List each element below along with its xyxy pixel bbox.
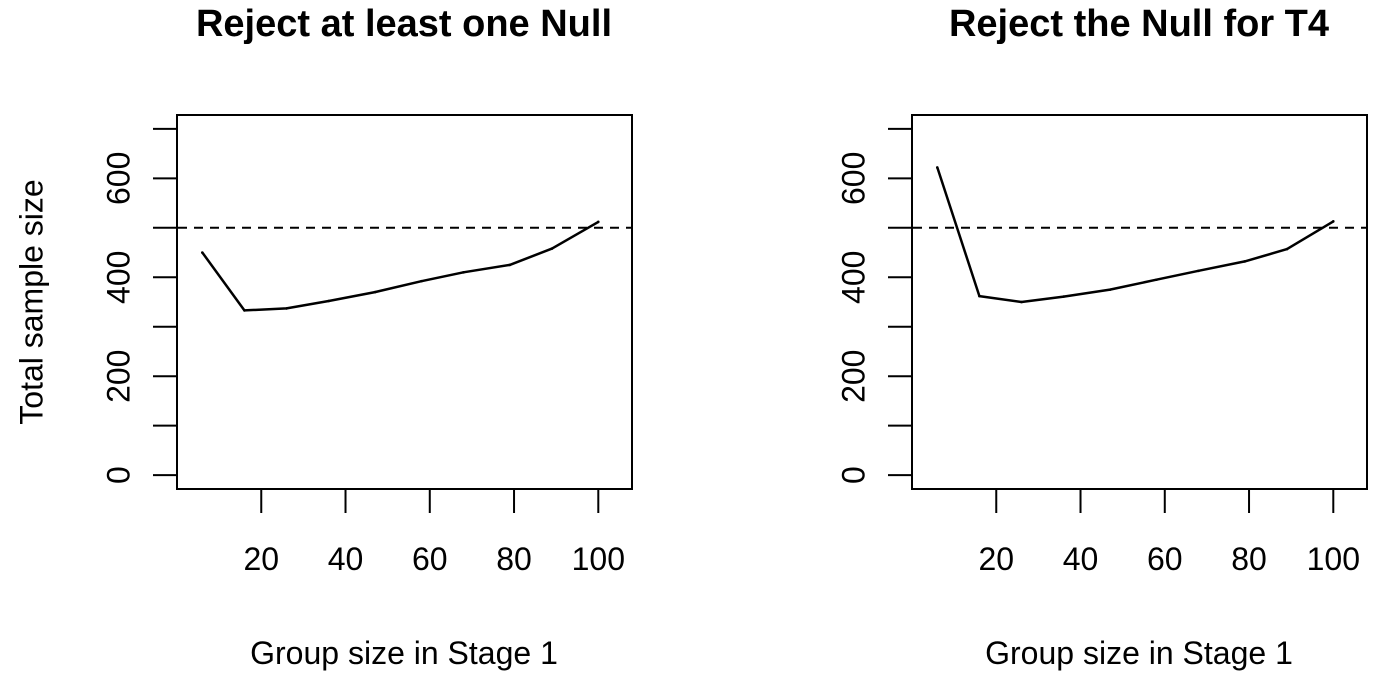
data-point [1197, 269, 1200, 273]
x-tick-label: 60 [1147, 541, 1183, 577]
data-point [462, 271, 465, 274]
data-point [1020, 300, 1023, 304]
x-tick-label: 20 [243, 541, 279, 577]
x-axis-label: Group size in Stage 1 [985, 635, 1293, 671]
y-tick-label: 400 [100, 251, 136, 304]
y-tick-label: 400 [835, 251, 871, 304]
y-tick-label: 600 [100, 152, 136, 205]
y-tick-label: 0 [100, 466, 136, 484]
y-axis-label: Total sample size [13, 179, 49, 424]
series-line [201, 220, 599, 312]
data-point [420, 279, 423, 283]
data-point [327, 299, 330, 303]
y-tick-label: 600 [835, 152, 871, 205]
plot-frame [911, 114, 1368, 490]
y-tick-label: 200 [100, 350, 136, 403]
y-tick-label: 200 [835, 350, 871, 403]
data-point [1331, 220, 1335, 223]
x-axis-label: Group size in Stage 1 [250, 635, 558, 671]
y-tick-label: 0 [835, 466, 871, 484]
x-tick-label: 20 [978, 541, 1014, 577]
data-point [935, 166, 939, 169]
chart-title: Reject the Null for T4 [949, 3, 1329, 45]
plot-frame [176, 114, 633, 490]
x-tick-label: 80 [1231, 541, 1267, 577]
x-tick-label: 40 [1063, 541, 1099, 577]
data-point [508, 263, 512, 267]
data-point [373, 290, 377, 294]
chart-panel-1: Reject at least one Null 0 200 400 600 20 40 60… [13, 3, 633, 671]
chart-title: Reject at least one Null [196, 3, 612, 45]
data-point [243, 309, 246, 312]
data-point [596, 220, 600, 224]
data-point [978, 294, 981, 298]
data-point [1155, 278, 1158, 282]
data-point [200, 251, 204, 254]
x-tick-label: 60 [412, 541, 448, 577]
data-point [285, 307, 288, 310]
data-point [1243, 260, 1247, 263]
x-tick-label: 100 [1307, 541, 1360, 577]
chart-panel-2: Reject the Null for T4 0 200 400 600 20 40 60 80… [835, 3, 1368, 671]
x-tick-label: 100 [572, 541, 625, 577]
data-point [1285, 247, 1289, 251]
data-point [1062, 295, 1065, 298]
series-line [936, 167, 1334, 304]
data-point [1108, 288, 1112, 291]
x-tick-label: 40 [328, 541, 364, 577]
x-tick-label: 80 [496, 541, 532, 577]
data-point [550, 247, 554, 250]
